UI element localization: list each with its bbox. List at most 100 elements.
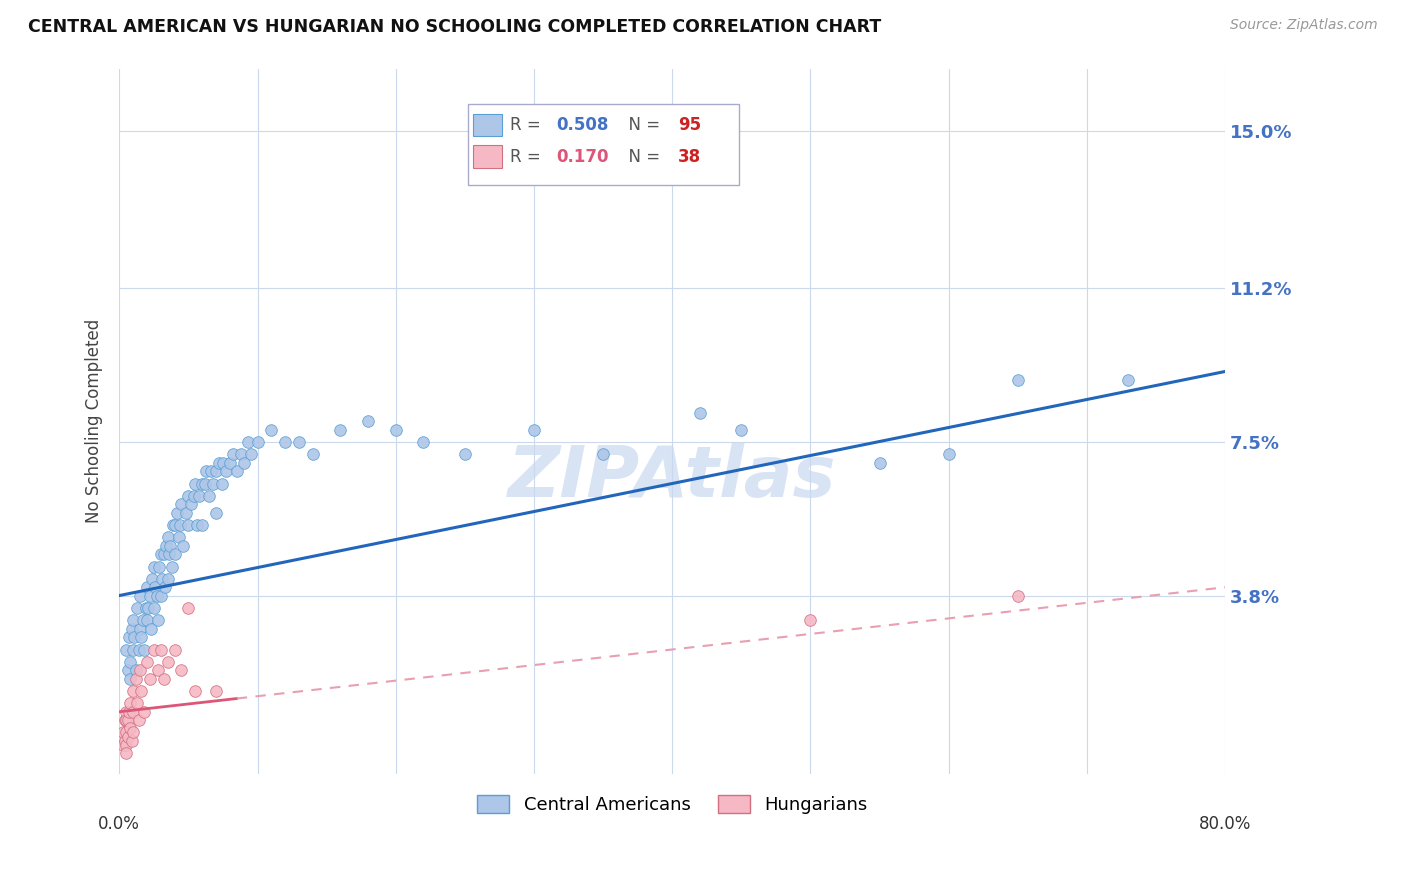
Point: [221, 447, 243, 461]
Point: [329, 423, 352, 437]
FancyBboxPatch shape: [474, 113, 502, 136]
Point: [260, 423, 283, 437]
Point: [117, 730, 139, 744]
Point: [112, 725, 135, 739]
Legend: Central Americans, Hungarians: Central Americans, Hungarians: [470, 788, 875, 822]
Point: [523, 423, 546, 437]
Point: [122, 614, 145, 628]
Point: [152, 672, 174, 686]
Point: [127, 697, 149, 711]
Point: [122, 705, 145, 719]
Point: [229, 447, 252, 461]
Point: [124, 630, 146, 644]
Point: [162, 518, 184, 533]
Point: [156, 531, 179, 545]
Point: [117, 663, 139, 677]
Point: [125, 663, 148, 677]
Point: [167, 531, 190, 545]
Point: [177, 489, 200, 503]
Point: [202, 476, 225, 491]
Point: [143, 580, 166, 594]
Text: 0.170: 0.170: [557, 148, 609, 166]
Point: [156, 572, 179, 586]
Point: [730, 423, 752, 437]
Point: [118, 630, 141, 644]
Point: [155, 539, 177, 553]
Point: [205, 506, 228, 520]
Point: [215, 464, 238, 478]
Point: [163, 518, 186, 533]
Point: [198, 489, 221, 503]
Point: [218, 456, 240, 470]
Point: [160, 559, 183, 574]
Point: [184, 684, 207, 698]
Point: [122, 725, 145, 739]
Point: [120, 655, 142, 669]
Point: [127, 601, 149, 615]
Point: [115, 738, 138, 752]
Point: [122, 642, 145, 657]
Point: [188, 489, 211, 503]
Point: [120, 672, 142, 686]
Point: [138, 589, 160, 603]
Point: [141, 572, 163, 586]
Point: [149, 589, 172, 603]
Point: [135, 580, 157, 594]
Point: [138, 672, 160, 686]
Text: R =: R =: [509, 148, 546, 166]
Point: [194, 476, 217, 491]
Point: [183, 489, 205, 503]
Point: [412, 435, 434, 450]
Point: [129, 622, 152, 636]
Point: [145, 589, 167, 603]
Point: [134, 705, 156, 719]
Point: [128, 642, 150, 657]
Point: [454, 447, 477, 461]
Text: 38: 38: [678, 148, 702, 166]
Point: [163, 642, 186, 657]
Point: [125, 672, 148, 686]
Point: [148, 559, 170, 574]
Point: [191, 518, 214, 533]
Point: [246, 435, 269, 450]
Point: [205, 684, 228, 698]
Point: [115, 705, 138, 719]
Text: Source: ZipAtlas.com: Source: ZipAtlas.com: [1230, 18, 1378, 32]
Point: [122, 684, 145, 698]
Point: [186, 518, 208, 533]
Point: [232, 456, 254, 470]
Point: [115, 713, 138, 727]
Point: [208, 456, 231, 470]
Point: [236, 435, 259, 450]
Point: [174, 506, 197, 520]
Point: [112, 738, 135, 752]
Y-axis label: No Schooling Completed: No Schooling Completed: [86, 319, 103, 524]
Point: [139, 622, 162, 636]
FancyBboxPatch shape: [474, 145, 502, 168]
Point: [169, 518, 191, 533]
Point: [118, 705, 141, 719]
Point: [121, 733, 143, 747]
Text: N =: N =: [619, 148, 665, 166]
Point: [384, 423, 406, 437]
Point: [114, 713, 136, 727]
Point: [152, 547, 174, 561]
Point: [689, 406, 711, 420]
Point: [153, 580, 176, 594]
Point: [184, 476, 207, 491]
Point: [938, 447, 960, 461]
Text: 80.0%: 80.0%: [1199, 815, 1251, 833]
Point: [225, 464, 247, 478]
Point: [146, 614, 169, 628]
Point: [146, 663, 169, 677]
Text: 0.508: 0.508: [557, 116, 609, 134]
Text: R =: R =: [509, 116, 546, 134]
Point: [135, 614, 157, 628]
Point: [205, 464, 228, 478]
Text: ZIPAtlas: ZIPAtlas: [508, 443, 837, 512]
Point: [177, 601, 200, 615]
Point: [211, 476, 233, 491]
Point: [166, 506, 188, 520]
FancyBboxPatch shape: [468, 103, 738, 185]
Point: [592, 447, 614, 461]
